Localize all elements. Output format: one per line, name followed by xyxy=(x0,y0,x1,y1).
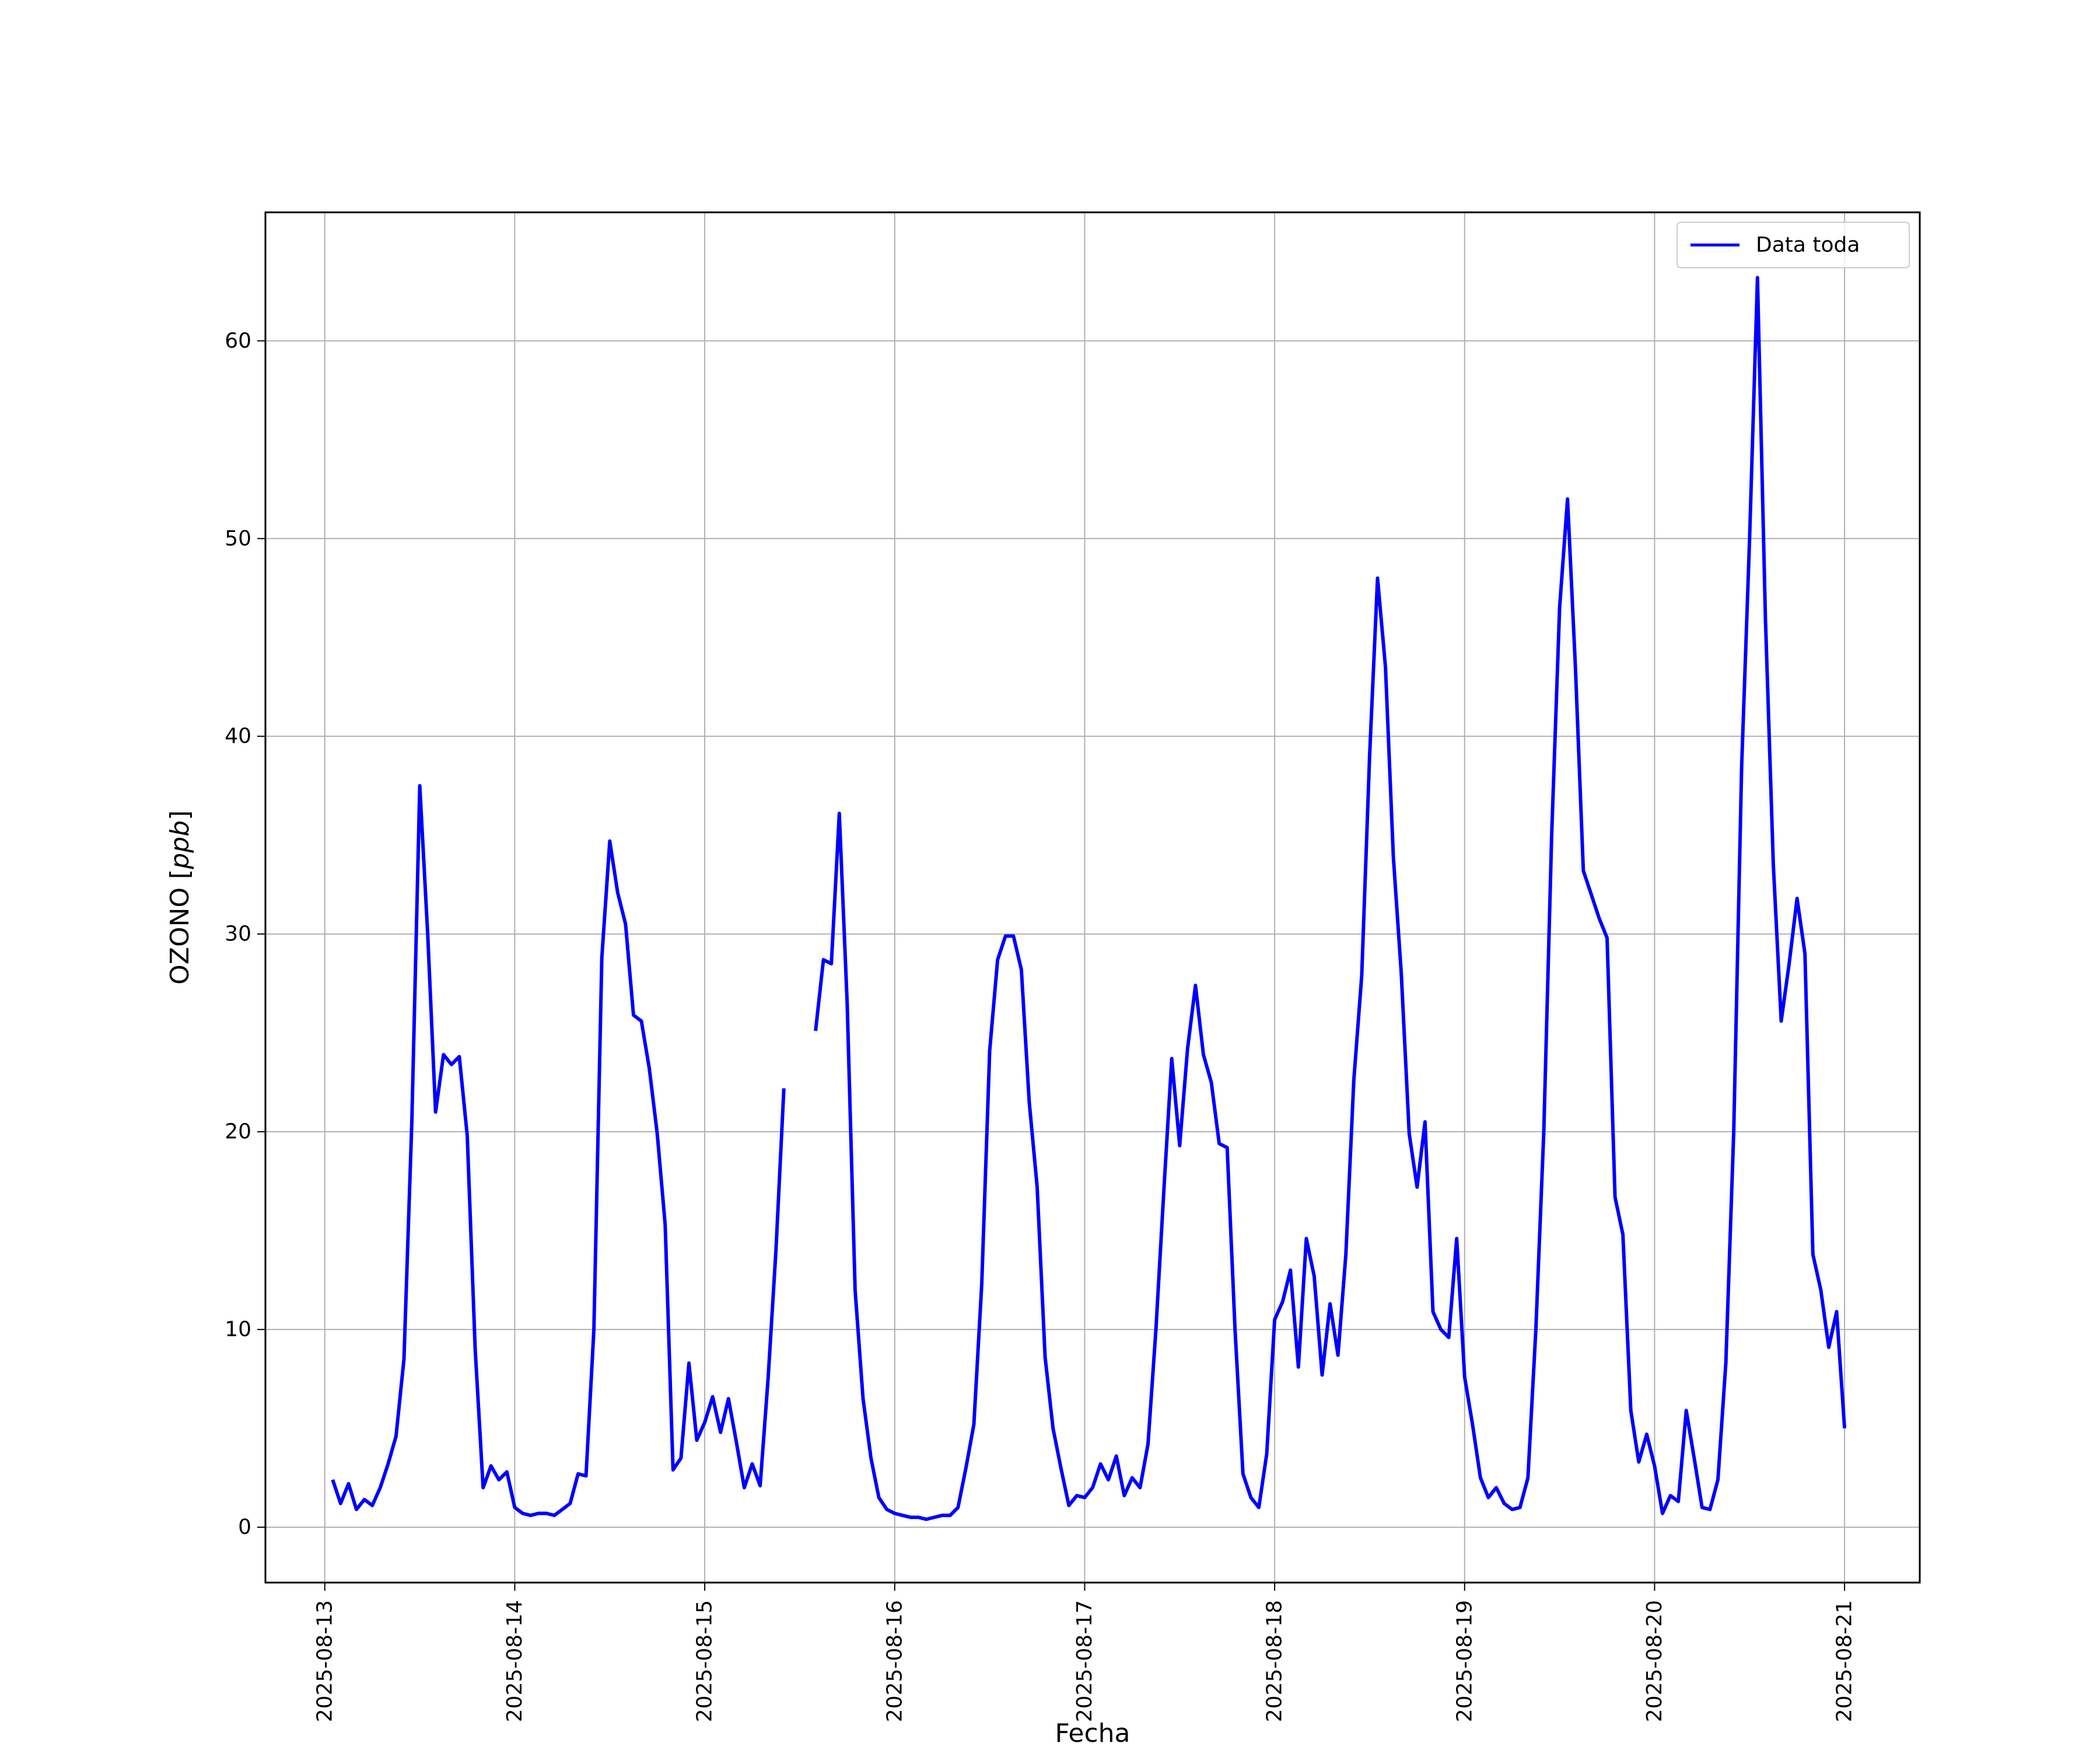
x-tick-label: 2025-08-19 xyxy=(1452,1600,1476,1722)
x-tick-label: 2025-08-17 xyxy=(1073,1600,1097,1722)
ticks: 2025-08-13 2025-08-14 2025-08-15 2025-08-16… xyxy=(225,329,1856,1722)
x-tick-label: 2025-08-15 xyxy=(693,1600,717,1722)
y-axis-title-open: [ xyxy=(165,869,195,887)
x-tick-label: 2025-08-20 xyxy=(1643,1600,1667,1722)
y-tick-label: 10 xyxy=(225,1318,251,1342)
series-layer xyxy=(331,275,1847,1521)
series-line-data-toda xyxy=(331,275,1847,1521)
y-tick-label: 40 xyxy=(225,724,251,748)
x-axis-title: Fecha xyxy=(1055,1718,1130,1748)
legend: Data toda xyxy=(1676,222,1910,268)
x-tick-label: 2025-08-14 xyxy=(503,1600,527,1722)
y-tick-label: 20 xyxy=(225,1120,251,1144)
grid xyxy=(265,212,1920,1583)
x-tick-label: 2025-08-18 xyxy=(1263,1600,1287,1722)
y-tick-label: 60 xyxy=(225,329,251,353)
legend-box xyxy=(1676,222,1910,268)
y-tick-label: 30 xyxy=(225,922,251,946)
y-tick-label: 0 xyxy=(238,1516,251,1539)
y-axis-title: OZONO [ppb] xyxy=(165,810,195,985)
y-axis-title-name: OZONO xyxy=(165,887,195,985)
x-tick-label: 2025-08-16 xyxy=(883,1600,907,1722)
y-tick-label: 50 xyxy=(225,527,251,551)
x-tick-label: 2025-08-21 xyxy=(1833,1600,1857,1722)
legend-label: Data toda xyxy=(1756,233,1860,257)
x-tick-label: 2025-08-13 xyxy=(313,1600,337,1722)
y-axis-title-close: ] xyxy=(165,810,195,820)
y-axis-title-units: ppb xyxy=(165,820,195,870)
plot-frame xyxy=(264,211,1921,1584)
